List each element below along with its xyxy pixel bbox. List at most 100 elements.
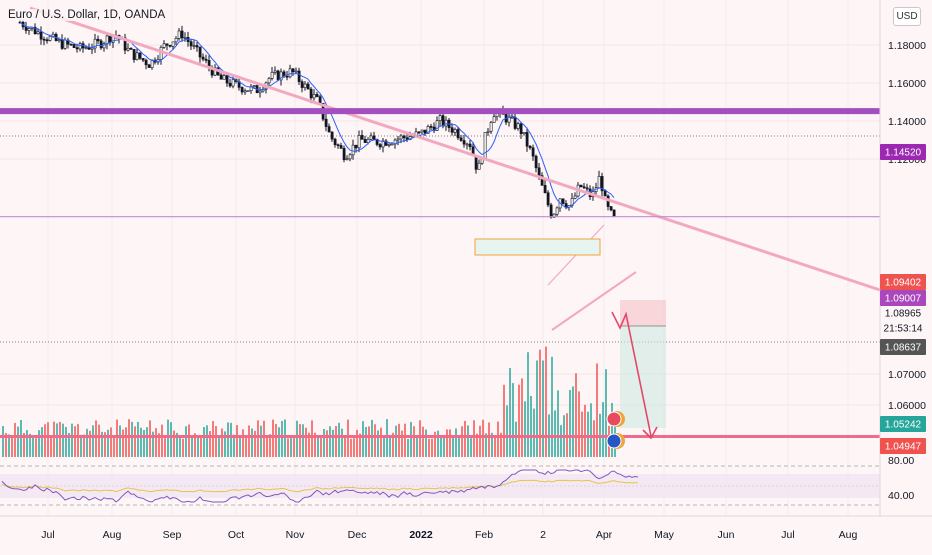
x-tick-label: Dec	[348, 529, 367, 541]
candle-body	[351, 144, 355, 156]
candle-body	[507, 116, 511, 123]
volume-bar	[554, 410, 556, 457]
candle-body	[417, 131, 421, 134]
volume-bar	[197, 435, 199, 457]
volume-bar	[410, 422, 412, 457]
volume-bar	[542, 360, 544, 457]
volume-bar	[29, 433, 31, 457]
candle-body	[228, 82, 232, 87]
x-tick-label: Jul	[781, 529, 794, 541]
volume-bar	[98, 424, 100, 457]
candle-body	[516, 123, 520, 129]
volume-bar	[404, 423, 406, 457]
x-tick-label: Aug	[839, 529, 858, 541]
volume-bar	[230, 422, 232, 457]
candle-body	[303, 83, 307, 88]
currency-button[interactable]: USD	[893, 7, 921, 26]
volume-bar	[185, 426, 187, 457]
candle-body	[246, 90, 250, 92]
volume-bar	[170, 422, 172, 457]
candle-body	[252, 85, 256, 87]
volume-bar	[44, 424, 46, 457]
candle-body	[549, 204, 553, 218]
volume-bar	[89, 430, 91, 457]
candle-body	[309, 88, 313, 99]
candle-body	[96, 38, 100, 42]
volume-bar	[272, 419, 274, 457]
candle-body	[189, 41, 193, 47]
volume-bar	[293, 435, 295, 457]
candle-body	[141, 58, 145, 61]
candle-body	[357, 135, 361, 149]
candle-body	[597, 176, 601, 189]
candle-body	[339, 145, 343, 149]
price-tag	[880, 290, 926, 306]
volume-bar	[422, 426, 424, 457]
candle-body	[525, 132, 529, 147]
volume-bar	[338, 422, 340, 457]
volume-bar	[425, 429, 427, 457]
us-flag-icon	[606, 411, 622, 427]
volume-bar	[488, 422, 490, 457]
volume-bar	[8, 434, 10, 457]
volume-bar	[452, 436, 454, 457]
candle-body	[561, 198, 565, 204]
volume-bar	[602, 402, 604, 457]
candle-body	[366, 138, 370, 143]
volume-bar	[140, 427, 142, 457]
candle-body	[108, 35, 112, 43]
volume-bar	[374, 424, 376, 457]
volume-bar	[92, 425, 94, 457]
volume-bar	[56, 423, 58, 457]
rsi-line	[1, 469, 639, 503]
candle-body	[39, 31, 43, 40]
volume-bar	[362, 421, 364, 457]
candle-body	[477, 162, 481, 170]
candle-body	[468, 143, 472, 148]
volume-bar	[74, 426, 76, 457]
candle-body	[612, 209, 616, 217]
volume-bar	[77, 424, 79, 457]
candle-body	[450, 127, 454, 133]
candle-body	[315, 94, 319, 97]
volume-bar	[587, 411, 589, 457]
candle-body	[222, 75, 226, 80]
volume-bar	[251, 428, 253, 457]
volume-bar	[518, 384, 520, 457]
volume-bar	[260, 425, 262, 457]
volume-bar	[515, 421, 517, 457]
candle-body	[48, 36, 52, 41]
candle-body	[360, 135, 364, 140]
rsi-signal-line	[1, 479, 639, 493]
volume-bar	[83, 434, 85, 457]
volume-bar	[26, 430, 28, 457]
candle-body	[240, 87, 244, 93]
x-tick-label: 2	[540, 529, 546, 541]
volume-bar	[179, 437, 181, 457]
x-tick-label: Jul	[41, 529, 54, 541]
volume-bar	[236, 425, 238, 457]
candle-body	[492, 116, 496, 123]
volume-bar	[605, 369, 607, 457]
candle-body	[138, 52, 142, 59]
candle-body	[522, 132, 526, 134]
volume-bar	[191, 436, 193, 457]
candle-body	[105, 35, 109, 45]
candle-body	[192, 45, 196, 47]
volume-bar	[200, 435, 202, 457]
candle-body	[42, 38, 46, 41]
x-tick-label: May	[654, 529, 675, 541]
candle-body	[270, 72, 274, 79]
candle-body	[201, 56, 205, 60]
volume-bar	[398, 423, 400, 457]
candle-body	[603, 190, 607, 197]
volume-bar	[221, 428, 223, 457]
candle-body	[171, 41, 175, 47]
candle-body	[75, 47, 79, 50]
volume-bar	[62, 423, 64, 457]
volume-bar	[593, 420, 595, 457]
volume-bar	[356, 429, 358, 457]
moving-average-line	[19, 21, 615, 209]
